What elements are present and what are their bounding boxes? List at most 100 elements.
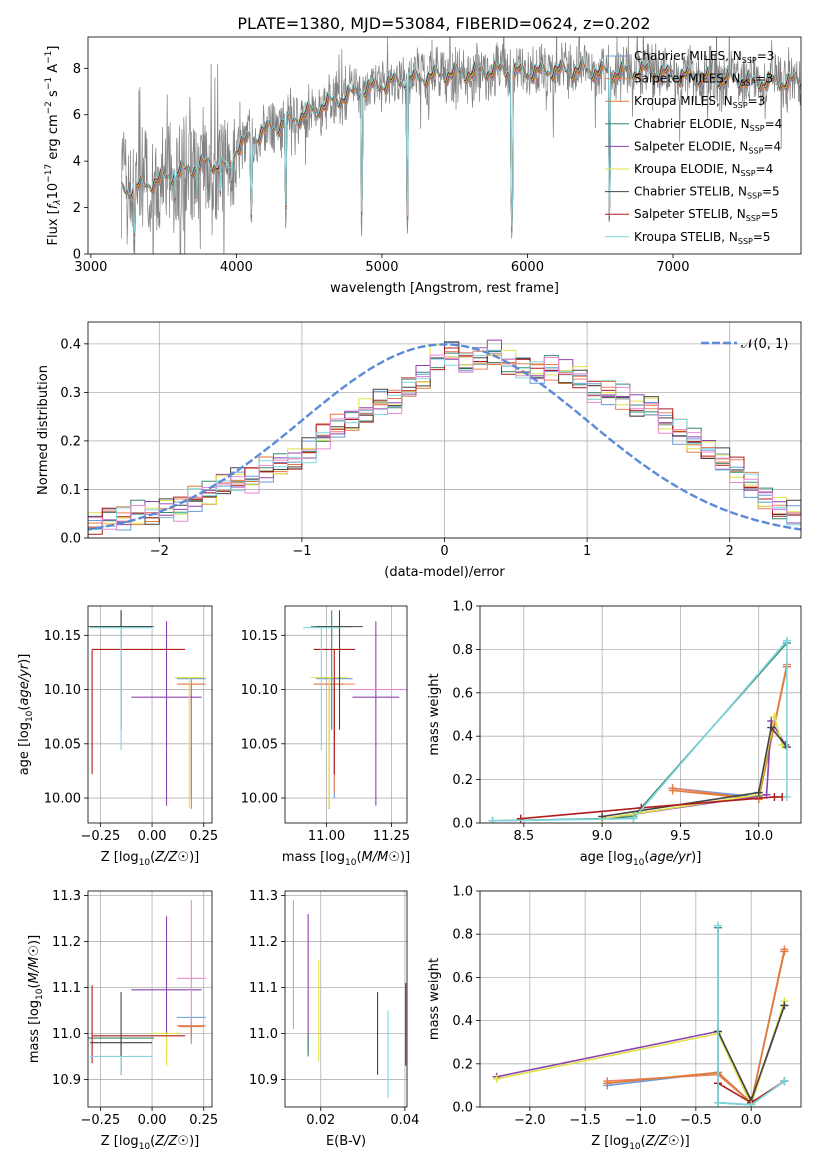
spectrum-ytick-label: 2 bbox=[73, 201, 81, 216]
mass-vs-EBV-ytick-label: 11.0 bbox=[249, 1027, 278, 1042]
spectrum-xtick-label: 5000 bbox=[365, 260, 398, 275]
label-part: −1 bbox=[44, 77, 54, 90]
label-part: 10 bbox=[25, 710, 35, 722]
label-part: −2 bbox=[44, 101, 54, 114]
mass-vs-Z-xtick-label: −0.25 bbox=[80, 1113, 120, 1128]
age-vs-mass-xtick-label: 11.25 bbox=[373, 829, 410, 844]
label-part: λ bbox=[53, 199, 63, 205]
label-part: ( bbox=[27, 983, 42, 988]
weight-vs-age-xtick-label: 9.5 bbox=[670, 829, 691, 844]
label-part: =5 bbox=[761, 207, 779, 221]
mass-vs-Z-ytick-label: 11.1 bbox=[52, 981, 81, 996]
mass-vs-Z-ytick-label: 11.2 bbox=[52, 935, 81, 950]
age-vs-Z-ytick-label: 10.00 bbox=[44, 792, 81, 807]
weight-vs-age-frame bbox=[479, 605, 802, 824]
age-vs-Z-plot-area bbox=[88, 610, 206, 809]
weight-series-line bbox=[492, 642, 788, 822]
label-part: SSP bbox=[746, 214, 761, 223]
spectrum-xtick-label: 4000 bbox=[220, 260, 253, 275]
label-part: ] bbox=[46, 46, 61, 51]
residuals-xlabel: (data-model)/error bbox=[384, 565, 505, 580]
label-part: 10 bbox=[633, 858, 645, 868]
label-part: ( bbox=[150, 850, 155, 865]
legend-entry-label: Salpeter MILES, NSSP=3 bbox=[634, 72, 773, 88]
legend-entry-label: Kroupa ELODIE, NSSP=4 bbox=[634, 162, 773, 178]
label-part: =3 bbox=[756, 72, 774, 86]
weight-point-marker bbox=[770, 712, 779, 721]
label-part: Chabrier ELODIE, N bbox=[634, 117, 750, 131]
weight-vs-Z-panel: −2.0 −1.5 −1.0 −0.5 0.0 0.0 0.2 0.4 0.6 0.8 1.0 Z [… bbox=[427, 885, 802, 1152]
label-part: )] bbox=[680, 1134, 690, 1149]
legend-entry-label: Salpeter STELIB, NSSP=5 bbox=[634, 207, 778, 223]
mass-vs-EBV-ytick-label: 11.1 bbox=[249, 981, 278, 996]
spectrum-xtick-label: 6000 bbox=[511, 260, 544, 275]
label-part: erg cm bbox=[46, 114, 61, 163]
label-part: Z [log bbox=[101, 850, 139, 865]
normal-curve-line bbox=[88, 343, 801, 531]
weight-vs-Z-xlabel: Z [log10(Z/Z☉)] bbox=[591, 1134, 689, 1152]
label-part: )] bbox=[400, 850, 410, 865]
weight-point-marker bbox=[782, 792, 791, 801]
weight-point-marker bbox=[780, 947, 789, 956]
label-part: age/yr bbox=[17, 662, 32, 705]
label-part: =5 bbox=[753, 230, 771, 244]
label-part: Z [log bbox=[101, 1134, 139, 1149]
label-part: ( bbox=[150, 1134, 155, 1149]
residuals-xtick-label: −1 bbox=[292, 544, 311, 559]
spectrum-xlabel: wavelength [Angstrom, rest frame] bbox=[330, 281, 559, 296]
label-part: s bbox=[46, 90, 61, 101]
mass-vs-EBV-frame bbox=[284, 890, 408, 1108]
weight-vs-age-plot-area bbox=[488, 636, 791, 823]
age-vs-Z-xlabel: Z [log10(Z/Z☉)] bbox=[101, 850, 199, 868]
label-part: =4 bbox=[756, 162, 774, 176]
label-part: 10 bbox=[139, 858, 151, 868]
age-vs-mass-xlabel: mass [log10(M/M☉)] bbox=[282, 850, 410, 868]
weight-vs-Z-plot-area bbox=[492, 921, 789, 1107]
weight-vs-age-ytick-label: 0.6 bbox=[452, 686, 473, 701]
mass-vs-Z-xtick-label: 0.00 bbox=[138, 1113, 167, 1128]
label-part: log bbox=[613, 850, 633, 865]
label-part: =5 bbox=[762, 185, 780, 199]
age-vs-Z-ylabel: age [log10(age/yr)] bbox=[17, 654, 35, 776]
label-part: ( bbox=[17, 706, 32, 711]
label-part: SSP bbox=[742, 56, 757, 65]
weight-point-marker bbox=[492, 1074, 501, 1083]
age-vs-mass-ytick-label: 10.10 bbox=[241, 683, 278, 698]
label-part: age [ bbox=[17, 742, 32, 775]
weight-vs-Z-xtick-label: 0.0 bbox=[741, 1113, 762, 1128]
residuals-xtick-label: 2 bbox=[726, 544, 734, 559]
label-part: Kroupa STELIB, N bbox=[634, 230, 738, 244]
label-part: Chabrier STELIB, N bbox=[634, 185, 747, 199]
label-part: =3 bbox=[748, 94, 766, 108]
label-part: Kroupa MILES, N bbox=[634, 94, 733, 108]
label-part: 10 bbox=[139, 1142, 151, 1152]
weight-vs-Z-xtick-label: −2.0 bbox=[514, 1113, 546, 1128]
weight-vs-age-ytick-label: 0.0 bbox=[452, 817, 473, 832]
spectrum-xtick-label: 3000 bbox=[74, 260, 107, 275]
residuals-ytick-label: 0.0 bbox=[60, 532, 81, 547]
mass-vs-Z-frame bbox=[87, 890, 213, 1108]
weight-series-line bbox=[520, 796, 783, 820]
mass-vs-Z-ylabel: mass [log10(M/M☉)] bbox=[27, 935, 45, 1063]
weight-vs-age-ylabel: mass weight bbox=[427, 673, 442, 755]
label-part: )] bbox=[27, 935, 42, 945]
mass-vs-EBV-xtick-label: 0.04 bbox=[390, 1113, 419, 1128]
label-part: Flux [ bbox=[46, 209, 61, 245]
age-vs-mass-panel: 11.00 11.25 10.00 10.05 10.10 10.15 mass [log1… bbox=[241, 605, 410, 868]
label-part: M/M☉ bbox=[362, 850, 400, 865]
label-part: SSP bbox=[741, 169, 756, 178]
label-part: )] bbox=[189, 850, 199, 865]
mass-vs-EBV-ytick-label: 11.3 bbox=[249, 889, 278, 904]
mass-vs-EBV-panel: 0.02 0.04 10.9 11.0 11.1 11.2 11.3 E(B-V) bbox=[249, 889, 419, 1149]
legend-entry-label: Chabrier STELIB, NSSP=5 bbox=[634, 185, 780, 201]
residuals-plot-area bbox=[88, 339, 801, 538]
age-vs-mass-xtick-label: 11.00 bbox=[308, 829, 345, 844]
weight-vs-Z-xtick-label: −0.5 bbox=[680, 1113, 712, 1128]
residuals-ylabel: Normed distribution bbox=[36, 365, 51, 495]
label-part: SSP bbox=[747, 192, 762, 201]
age-vs-mass-plot-area bbox=[303, 610, 407, 809]
residuals-xtick-label: −2 bbox=[150, 544, 169, 559]
legend-entry-label: Kroupa STELIB, NSSP=5 bbox=[634, 230, 771, 246]
spectrum-data-line bbox=[121, 37, 801, 254]
